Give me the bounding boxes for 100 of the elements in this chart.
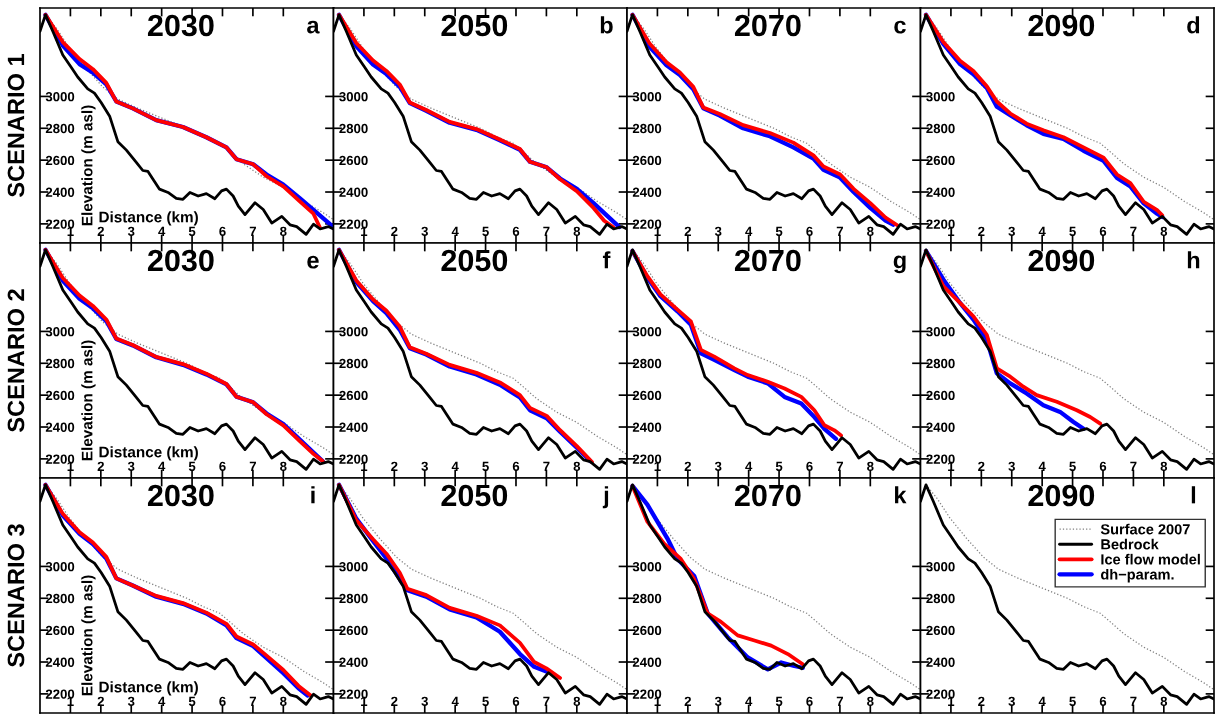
chart-title: 2050 — [441, 14, 508, 37]
x-tick-label: 4 — [158, 696, 166, 706]
x-tick-label: 4 — [158, 461, 166, 471]
x-tick-label: 7 — [249, 696, 256, 706]
x-tick-label: 8 — [867, 226, 874, 237]
y-tick-label: 2800 — [632, 358, 662, 369]
y-tick-label: 2400 — [45, 657, 75, 667]
chart-title: 2070 — [734, 14, 801, 37]
y-tick-label: 2800 — [45, 358, 75, 369]
x-tick-label: 6 — [1099, 226, 1107, 237]
chart-title: 2070 — [734, 484, 801, 507]
annotation: g — [893, 255, 906, 274]
y-tick-label: 2800 — [926, 593, 955, 604]
x-tick-label: 6 — [512, 226, 520, 237]
chart-title: 2070 — [734, 249, 801, 272]
y-axis-title: Elevation (m asl) — [81, 340, 96, 461]
y-tick-label: 3000 — [632, 91, 662, 102]
y-tick-label: 2600 — [339, 625, 368, 636]
legend-label: Bedrock — [1101, 538, 1159, 550]
x-axis-title: Distance (km) — [99, 446, 198, 461]
y-tick-label: 2800 — [339, 593, 368, 604]
annotation: l — [1191, 486, 1196, 504]
x-tick-label: 7 — [249, 461, 256, 471]
y-tick-label: 3000 — [45, 91, 75, 102]
x-tick-label: 7 — [543, 696, 550, 706]
x-tick-label: 3 — [714, 461, 722, 472]
x-tick-label: 5 — [188, 696, 196, 707]
text: SCENARIO 3 — [7, 524, 25, 667]
y-tick-label: 2800 — [45, 593, 75, 604]
y-tick-label: 2400 — [339, 657, 368, 667]
x-tick-label: 5 — [482, 696, 489, 707]
annotation: k — [895, 486, 907, 504]
x-tick-label: 5 — [1069, 226, 1076, 237]
x-tick-label: 7 — [836, 461, 843, 471]
y-tick-label: 2600 — [926, 390, 955, 401]
y-tick-label: 2400 — [926, 422, 955, 432]
y-tick-label: 2800 — [339, 123, 368, 134]
x-tick-label: 2 — [978, 461, 985, 471]
annotation: a — [307, 20, 320, 34]
annotation: j — [602, 486, 609, 509]
text: SCENARIO 1 — [7, 54, 25, 197]
y-tick-label: 2600 — [926, 155, 955, 166]
x-tick-label: 4 — [158, 226, 166, 236]
y-tick-label: 2400 — [45, 422, 75, 432]
y-tick-label: 2600 — [45, 155, 75, 166]
x-tick-label: 6 — [219, 226, 226, 237]
y-tick-label: 2600 — [45, 625, 75, 636]
annotation: h — [1187, 251, 1200, 269]
annotation: b — [600, 16, 613, 34]
y-tick-label: 3000 — [339, 561, 368, 572]
chart-title: 2030 — [147, 249, 214, 272]
x-tick-label: 2 — [97, 461, 104, 471]
y-tick-label: 3000 — [339, 326, 368, 337]
x-tick-label: 4 — [451, 226, 459, 236]
y-tick-label: 2600 — [926, 625, 955, 636]
y-tick-label: 2400 — [339, 422, 368, 432]
chart-title: 2090 — [1028, 484, 1095, 507]
y-tick-label: 2400 — [926, 657, 955, 667]
y-tick-label: 2800 — [339, 358, 368, 369]
y-axis-title: Elevation (m asl) — [81, 105, 96, 226]
x-tick-label: 6 — [1099, 461, 1107, 472]
x-tick-label: 5 — [775, 461, 783, 472]
chart-title: 2030 — [147, 14, 214, 37]
y-tick-label: 2600 — [339, 390, 368, 401]
x-tick-label: 2 — [97, 696, 104, 706]
x-tick-label: 8 — [280, 226, 287, 237]
x-tick-label: 7 — [836, 696, 843, 706]
x-tick-label: 6 — [1099, 696, 1107, 707]
x-tick-label: 3 — [421, 461, 428, 472]
x-tick-label: 5 — [775, 226, 783, 237]
x-tick-label: 4 — [745, 696, 753, 706]
y-tick-label: 2800 — [926, 358, 955, 369]
x-tick-label: 3 — [127, 696, 135, 707]
annotation: e — [307, 255, 319, 269]
y-tick-label: 2400 — [632, 187, 662, 197]
x-tick-label: 3 — [714, 226, 722, 237]
y-tick-label: 3000 — [926, 326, 955, 337]
y-tick-label: 3000 — [632, 326, 662, 337]
y-tick-label: 3000 — [45, 561, 75, 572]
x-tick-label: 2 — [684, 226, 691, 236]
y-tick-label: 2600 — [632, 155, 662, 166]
y-tick-label: 2600 — [45, 390, 75, 401]
y-tick-label: 2600 — [632, 390, 662, 401]
x-tick-label: 3 — [421, 696, 428, 707]
x-tick-label: 6 — [512, 696, 520, 707]
x-tick-label: 2 — [684, 696, 691, 706]
x-tick-label: 8 — [1160, 696, 1168, 707]
x-tick-label: 5 — [1069, 696, 1076, 707]
x-tick-label: 2 — [978, 696, 985, 706]
x-tick-label: 8 — [867, 461, 874, 472]
legend-label: dh−param. — [1100, 568, 1174, 583]
annotation: d — [1187, 16, 1200, 34]
x-tick-label: 4 — [451, 461, 459, 471]
annotation: c — [894, 20, 906, 34]
y-tick-label: 2800 — [632, 593, 662, 604]
x-tick-label: 2 — [684, 461, 691, 471]
x-tick-label: 3 — [714, 696, 722, 707]
legend-label: Surface 2007 — [1100, 523, 1190, 535]
x-tick-label: 5 — [482, 226, 489, 237]
x-tick-label: 5 — [188, 461, 196, 472]
